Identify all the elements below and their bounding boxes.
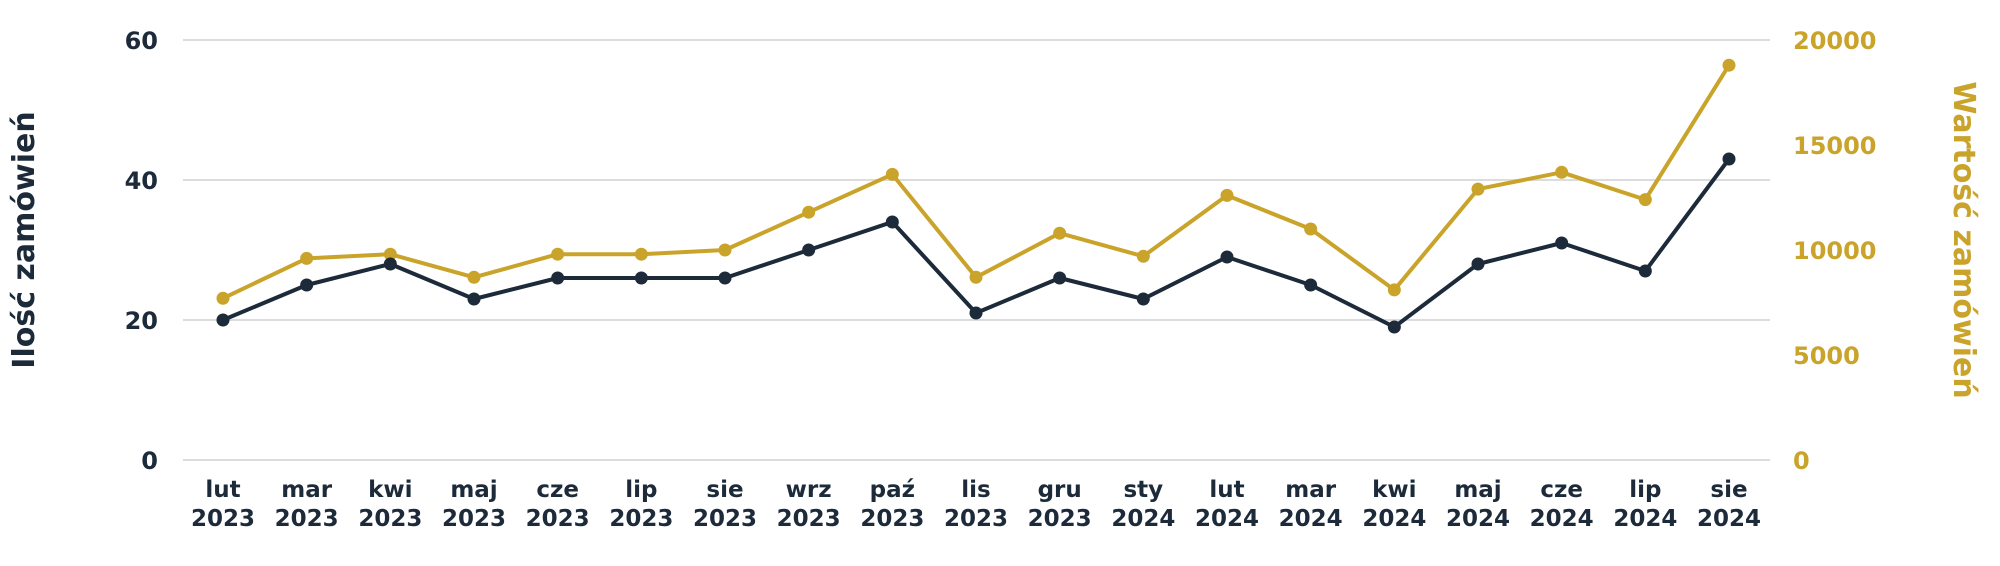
y-tick-label-left: 0: [141, 447, 158, 475]
data-point[interactable]: [383, 247, 397, 261]
x-tick-label-year: 2024: [1279, 506, 1343, 532]
x-tick-label-year: 2023: [944, 506, 1008, 532]
data-point[interactable]: [1555, 165, 1569, 179]
x-tick-label-year: 2023: [777, 506, 841, 532]
data-point[interactable]: [1387, 283, 1401, 297]
data-point[interactable]: [1136, 249, 1150, 263]
x-tick-label-month: kwi: [1372, 477, 1416, 503]
right-y-axis: 0 5000 10000 15000 20000: [1793, 27, 1877, 475]
x-tick-label-month: paź: [870, 477, 915, 503]
y-tick-label-left: 60: [125, 27, 158, 55]
data-point[interactable]: [885, 167, 899, 181]
x-tick-label-year: 2023: [358, 506, 422, 532]
x-tick-label-month: gru: [1038, 477, 1082, 503]
x-axis: lut 2023 mar 2023 kwi 2023 maj 2023 cze 2023 lip 20…: [191, 477, 1761, 532]
x-tick-label-year: 2023: [1028, 506, 1092, 532]
data-point[interactable]: [300, 251, 314, 265]
data-point[interactable]: [216, 313, 230, 327]
x-tick-label-month: lut: [205, 477, 240, 503]
x-tick-label-year: 2023: [275, 506, 339, 532]
data-point[interactable]: [1471, 182, 1485, 196]
data-point[interactable]: [1304, 222, 1318, 236]
y-tick-label-right: 0: [1793, 447, 1810, 475]
x-tick-label-year: 2024: [1697, 506, 1761, 532]
data-point[interactable]: [1555, 236, 1569, 250]
y-tick-label-left: 40: [125, 167, 158, 195]
data-point[interactable]: [1471, 257, 1485, 271]
x-tick-label-year: 2023: [609, 506, 673, 532]
data-point[interactable]: [1638, 264, 1652, 278]
y-tick-label-right: 15000: [1793, 132, 1877, 160]
data-point[interactable]: [1220, 250, 1234, 264]
data-point[interactable]: [969, 270, 983, 284]
data-point[interactable]: [1136, 292, 1150, 306]
x-tick-label-year: 2023: [442, 506, 506, 532]
data-point[interactable]: [885, 215, 899, 229]
data-point[interactable]: [634, 247, 648, 261]
data-point[interactable]: [216, 291, 230, 305]
series-line: [221, 63, 1731, 301]
left-y-axis: 0 20 40 60: [125, 27, 158, 475]
data-point[interactable]: [634, 271, 648, 285]
y-tick-label-right: 10000: [1793, 237, 1877, 265]
data-point[interactable]: [551, 271, 565, 285]
x-tick-label-month: mar: [281, 477, 332, 503]
x-tick-label-month: maj: [1454, 477, 1501, 503]
x-tick-label-month: maj: [450, 477, 497, 503]
data-point[interactable]: [1304, 278, 1318, 292]
gridlines: [183, 39, 1770, 461]
x-tick-label-year: 2024: [1446, 506, 1510, 532]
x-tick-label-year: 2024: [1613, 506, 1677, 532]
y-axis-title-right: Wartość zamówień: [1946, 81, 1981, 398]
x-tick-label-month: lip: [1629, 477, 1661, 503]
data-point[interactable]: [1722, 58, 1736, 72]
y-tick-label-right: 20000: [1793, 27, 1877, 55]
data-point[interactable]: [383, 257, 397, 271]
data-point[interactable]: [802, 205, 816, 219]
y-axis-title-left: Ilość zamówień: [7, 111, 42, 368]
x-tick-label-year: 2024: [1195, 506, 1259, 532]
x-tick-label-month: cze: [1540, 477, 1583, 503]
data-point[interactable]: [802, 243, 816, 257]
x-tick-label-year: 2023: [526, 506, 590, 532]
data-point[interactable]: [969, 306, 983, 320]
series-right-axis: [216, 58, 1736, 305]
x-tick-label-month: lut: [1209, 477, 1244, 503]
y-tick-label-right: 5000: [1793, 342, 1860, 370]
x-tick-label-year: 2024: [1111, 506, 1175, 532]
x-tick-label-month: cze: [536, 477, 579, 503]
x-tick-label-month: wrz: [786, 477, 832, 503]
x-tick-label-month: kwi: [368, 477, 412, 503]
data-point[interactable]: [1722, 152, 1736, 166]
data-point[interactable]: [718, 243, 732, 257]
x-tick-label-month: lip: [625, 477, 657, 503]
data-point[interactable]: [718, 271, 732, 285]
x-tick-label-month: mar: [1285, 477, 1336, 503]
series-left-axis: [216, 152, 1736, 334]
data-point[interactable]: [1387, 320, 1401, 334]
data-point[interactable]: [1053, 226, 1067, 240]
data-point[interactable]: [1053, 271, 1067, 285]
x-tick-label-year: 2023: [693, 506, 757, 532]
x-tick-label-year: 2023: [860, 506, 924, 532]
x-tick-label-year: 2023: [191, 506, 255, 532]
data-point[interactable]: [1220, 188, 1234, 202]
x-tick-label-year: 2024: [1530, 506, 1594, 532]
x-tick-label-month: lis: [961, 477, 990, 503]
data-point[interactable]: [1638, 193, 1652, 207]
data-point[interactable]: [467, 270, 481, 284]
x-tick-label-month: sie: [706, 477, 743, 503]
x-tick-label-year: 2024: [1362, 506, 1426, 532]
x-tick-label-month: sie: [1710, 477, 1747, 503]
x-tick-label-month: sty: [1123, 477, 1163, 503]
y-tick-label-left: 20: [125, 307, 158, 335]
data-point[interactable]: [467, 292, 481, 306]
series: [216, 58, 1736, 334]
data-point[interactable]: [551, 247, 565, 261]
data-point[interactable]: [300, 278, 314, 292]
